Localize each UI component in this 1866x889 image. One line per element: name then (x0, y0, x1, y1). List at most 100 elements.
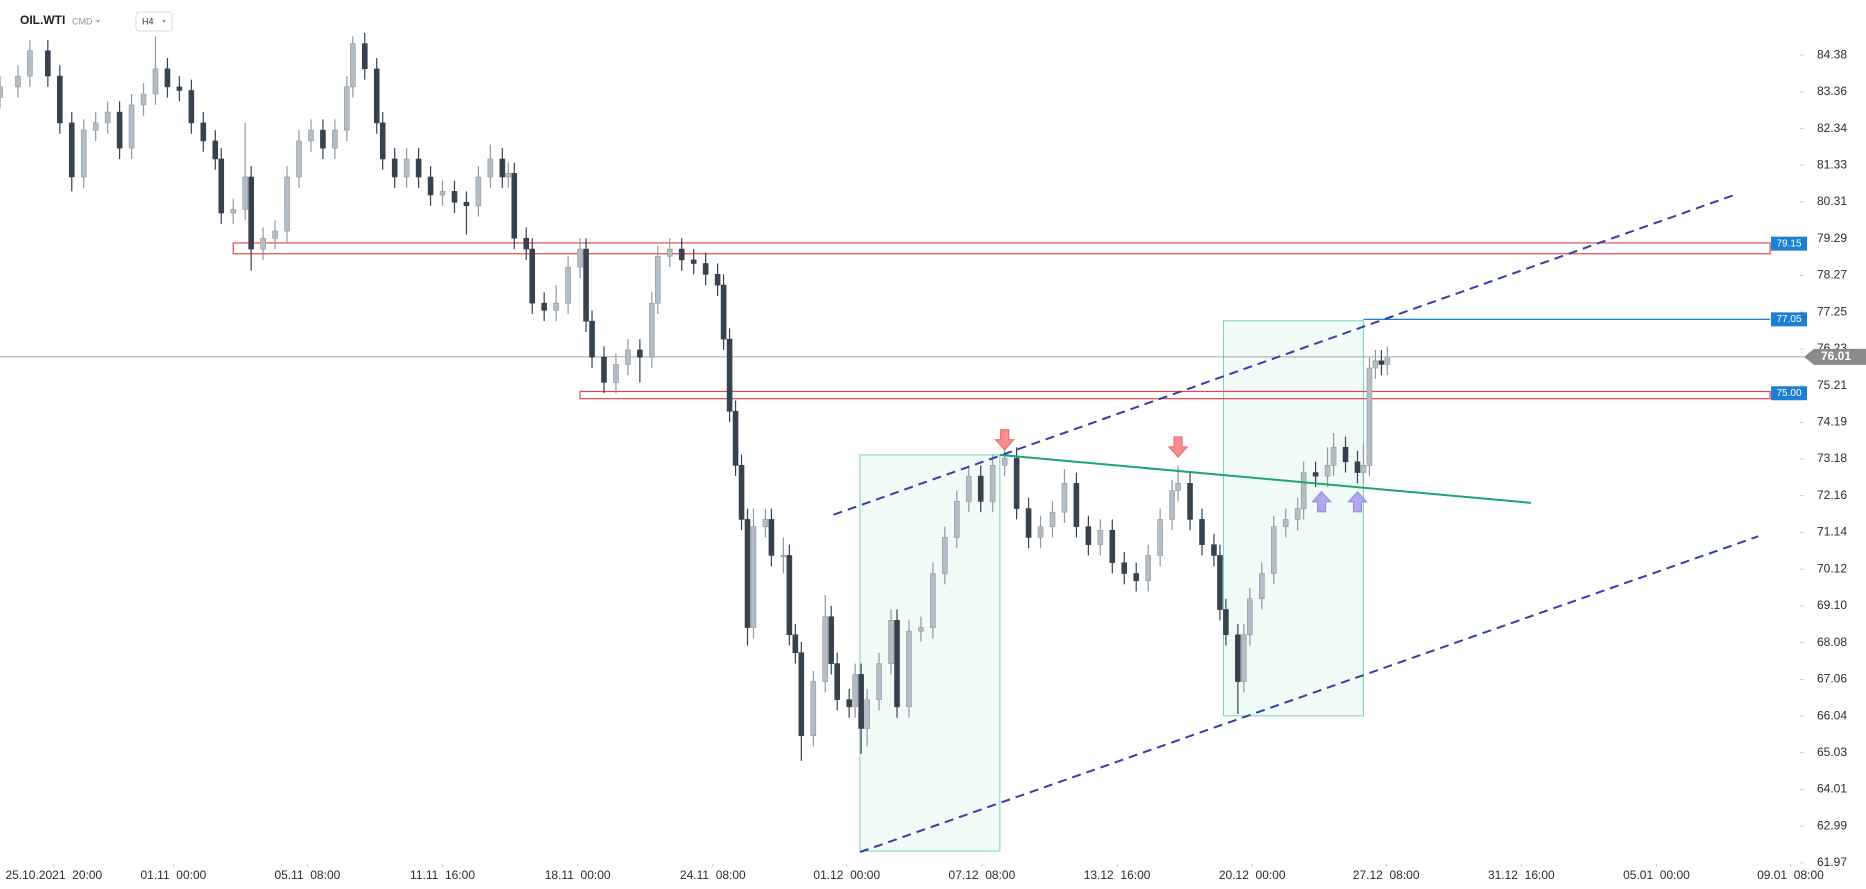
x-tick-label: 13.12 16:00 (1084, 868, 1151, 882)
signal-arrow (1347, 490, 1368, 513)
candle-body (780, 555, 787, 558)
candle-body (0, 86, 3, 98)
candle-body (320, 129, 326, 149)
candle-body (296, 140, 302, 178)
candle-body (720, 284, 727, 340)
candle-body (828, 616, 835, 664)
candle-body (1013, 457, 1020, 509)
candle-body (230, 209, 237, 214)
y-tick-label: 68.08 (1817, 635, 1847, 649)
candle-body (403, 158, 410, 178)
y-tick-label: 73.18 (1817, 451, 1847, 465)
candle-body (308, 129, 314, 142)
candle-body (1354, 461, 1361, 473)
y-tick-label: 83.36 (1817, 84, 1847, 98)
candle-body (541, 302, 547, 311)
candle-body (810, 681, 817, 736)
candle-body (1037, 526, 1044, 538)
candle-body (1360, 465, 1367, 473)
candle-body (1061, 483, 1068, 513)
candle-body (690, 259, 697, 264)
candle-body (45, 50, 51, 77)
candle-body (529, 248, 536, 304)
caret[interactable] (96, 20, 100, 23)
level-tag (1771, 312, 1807, 327)
x-tick-label: 20.12 00:00 (1219, 868, 1286, 882)
current-price-tag (1804, 348, 1866, 365)
x-tick-label: 09.01 08:00 (1757, 868, 1824, 882)
x-tick-label: 31.12 16:00 (1488, 868, 1555, 882)
zone-tag (1771, 386, 1807, 401)
candle-body (1199, 519, 1205, 545)
x-tick-label: 01.12 00:00 (813, 868, 880, 882)
candle-body (1342, 447, 1349, 463)
candle-body (1097, 529, 1104, 545)
y-tick-label: 81.33 (1817, 157, 1847, 171)
candle-body (505, 173, 512, 178)
y-tick-label: 79.29 (1817, 231, 1847, 245)
candle-body (954, 501, 960, 538)
candle-body (27, 50, 33, 77)
candle-body (1241, 634, 1247, 682)
candle-body (1175, 483, 1181, 491)
zone-tag-label: 79.15 (1776, 238, 1801, 249)
y-tick-label: 69.10 (1817, 598, 1847, 612)
candle-body (218, 158, 225, 214)
y-tick-label: 67.06 (1817, 672, 1847, 686)
candle-body (15, 75, 21, 88)
y-tick-label: 78.27 (1817, 268, 1847, 282)
candle-body (439, 191, 446, 196)
zone-tag-label: 75.00 (1776, 388, 1801, 399)
candle-body (977, 475, 984, 502)
interval[interactable]: H4 (142, 16, 154, 26)
candle-body (1294, 508, 1301, 520)
candle-body (1049, 511, 1056, 527)
candle-body (637, 349, 643, 358)
signal-arrow (1311, 490, 1332, 513)
candle-body (589, 320, 595, 358)
candle-body (164, 68, 171, 88)
candle-body (858, 674, 864, 729)
candle-body (702, 263, 709, 275)
candle-body (655, 255, 661, 304)
candle-body (577, 248, 583, 268)
candle-body (822, 616, 829, 682)
candle-body (200, 122, 207, 142)
candle-body (361, 43, 368, 70)
candle-body (666, 248, 673, 257)
zone (579, 390, 1771, 400)
y-tick-label: 61.97 (1817, 855, 1847, 869)
candle-body (750, 526, 757, 628)
candle-body (451, 191, 458, 203)
candle-body (152, 68, 159, 95)
candle-body (732, 410, 739, 466)
interval-box[interactable] (135, 11, 173, 32)
y-tick-label: 82.34 (1817, 121, 1847, 135)
caret[interactable] (162, 20, 166, 23)
candle-body (499, 158, 506, 178)
candle-body (463, 201, 470, 207)
candle-body (601, 356, 607, 383)
candle-body (487, 158, 494, 178)
candle-body (1270, 526, 1277, 574)
candle-body (714, 274, 721, 286)
candle-body (260, 237, 266, 250)
candle-body (242, 176, 248, 210)
candle-body (1300, 472, 1307, 509)
y-tick-label: 80.31 (1817, 194, 1847, 208)
candle-body (523, 237, 530, 250)
y-tick-label: 65.03 (1817, 745, 1847, 759)
candle-body (176, 86, 183, 91)
zone-tag (1771, 236, 1807, 251)
signal-arrow (994, 429, 1015, 451)
symbol: OIL.WTI (20, 13, 65, 27)
candle-body (792, 634, 799, 654)
level-tag-label: 77.05 (1776, 314, 1801, 325)
candle-body (511, 173, 518, 239)
candle-body (583, 248, 589, 322)
y-tick-label: 64.01 (1817, 782, 1847, 796)
candle-body (678, 248, 685, 261)
y-tick-label: 62.99 (1817, 818, 1847, 832)
market[interactable]: CMD (72, 16, 93, 26)
candle-body (625, 349, 631, 365)
